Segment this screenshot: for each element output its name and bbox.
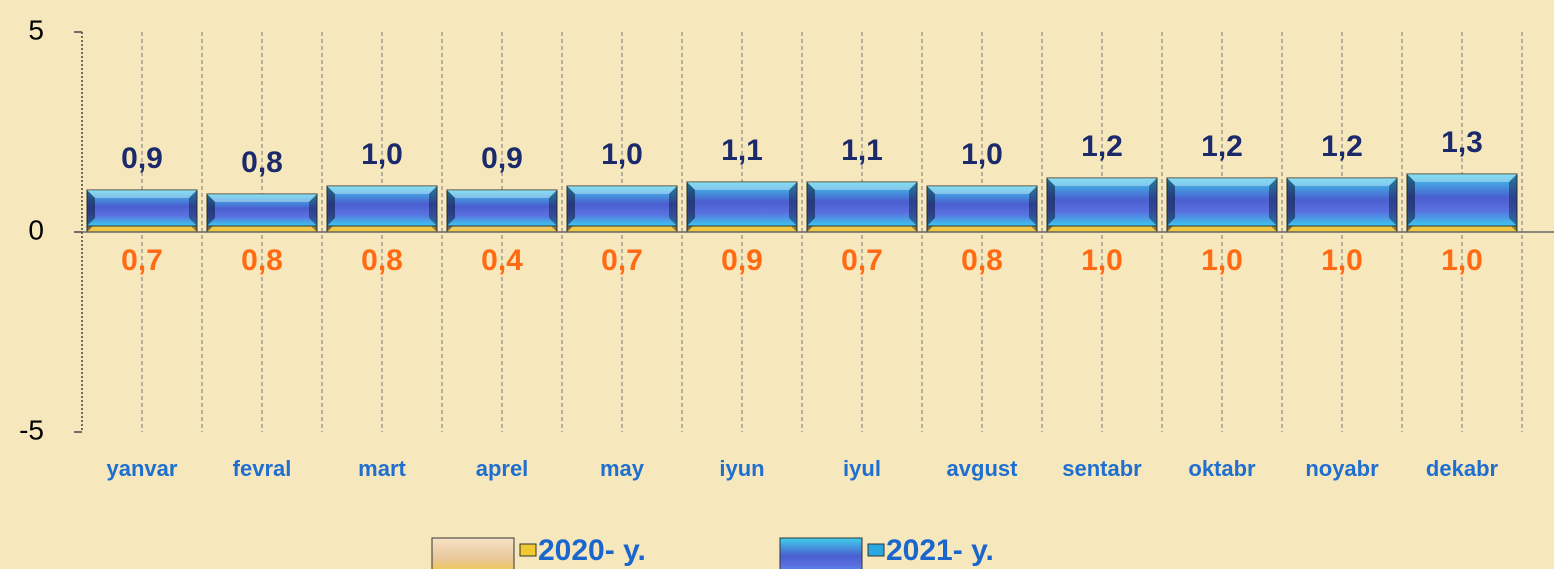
bar-bevel [567, 186, 677, 194]
bar [806, 181, 918, 227]
data-label: 1,0 [1441, 244, 1483, 277]
bar-bevel [1287, 178, 1295, 226]
bar-bevel [1149, 178, 1157, 226]
bar-bevel [669, 186, 677, 226]
data-label: 1,0 [1321, 244, 1363, 277]
data-label: 0,8 [961, 244, 1003, 277]
bar [326, 185, 438, 227]
bar-bevel [207, 194, 317, 202]
bar-bevel [207, 194, 215, 226]
data-label: 1,0 [1081, 244, 1123, 277]
bar-bevel [429, 186, 437, 226]
data-label: 1,0 [601, 138, 643, 171]
bar-bevel [1167, 178, 1175, 226]
x-tick-label: aprel [476, 456, 529, 481]
data-label: 0,7 [601, 244, 643, 277]
data-label: 1,0 [361, 138, 403, 171]
bar-bevel [87, 190, 197, 198]
bar-bevel [1029, 186, 1037, 226]
data-label: 1,0 [1201, 244, 1243, 277]
legend-label: 2021- y. [886, 534, 994, 567]
bar-bevel [567, 186, 575, 226]
x-tick-label: noyabr [1305, 456, 1379, 481]
x-tick-label: sentabr [1062, 456, 1142, 481]
bar-bevel [1389, 178, 1397, 226]
data-label: 1,0 [961, 138, 1003, 171]
bar-bevel [1509, 174, 1517, 226]
bar [446, 189, 558, 227]
x-tick-label: may [600, 456, 645, 481]
bar [686, 181, 798, 227]
bar-bevel [87, 190, 95, 226]
bar [1166, 177, 1278, 227]
bar-bevel [327, 186, 335, 226]
bar-bevel [549, 190, 557, 226]
bar-bevel [927, 186, 935, 226]
legend-marker [867, 543, 885, 557]
bar-bevel [1047, 178, 1157, 186]
data-label: 0,8 [241, 244, 283, 277]
bar [86, 189, 198, 227]
bar-bevel [1269, 178, 1277, 226]
bar-bevel [687, 182, 695, 226]
data-label: 1,3 [1441, 126, 1483, 159]
y-tick-label: -5 [19, 414, 44, 445]
bar [1286, 177, 1398, 227]
y-tick-label: 0 [28, 214, 44, 245]
bar-bevel [309, 194, 317, 226]
legend-marker [519, 543, 537, 557]
data-label: 1,1 [841, 134, 883, 167]
bar-bevel [1407, 174, 1415, 226]
x-tick-label: iyul [843, 456, 881, 481]
x-tick-label: mart [358, 456, 406, 481]
bar-bevel [1167, 178, 1277, 186]
data-label: 1,1 [721, 134, 763, 167]
bar-bevel [1287, 178, 1397, 186]
data-label: 0,8 [241, 146, 283, 179]
bar-bevel [327, 186, 437, 194]
legend-label: 2020- y. [538, 534, 646, 567]
bar-bevel [807, 182, 917, 190]
bar-bevel [1047, 178, 1055, 226]
data-label: 0,9 [121, 142, 163, 175]
bar [1406, 173, 1518, 227]
data-label: 1,2 [1321, 130, 1363, 163]
x-tick-label: fevral [233, 456, 292, 481]
bar-bevel [789, 182, 797, 226]
bar [566, 185, 678, 227]
x-tick-label: oktabr [1188, 456, 1256, 481]
bar-bevel [1407, 174, 1517, 182]
bar-bevel [687, 182, 797, 190]
legend-swatch [779, 537, 863, 569]
bar-bevel [909, 182, 917, 226]
bar-bevel [927, 186, 1037, 194]
bar-bevel [189, 190, 197, 226]
data-label: 0,7 [121, 244, 163, 277]
x-tick-label: dekabr [1426, 456, 1499, 481]
bar-bevel [807, 182, 815, 226]
data-label: 0,9 [721, 244, 763, 277]
bar-bevel [447, 190, 557, 198]
y-tick-label: 5 [28, 14, 44, 45]
data-label: 1,2 [1201, 130, 1243, 163]
data-label: 0,9 [481, 142, 523, 175]
x-tick-label: iyun [719, 456, 764, 481]
data-label: 1,2 [1081, 130, 1123, 163]
data-label: 0,4 [481, 244, 523, 277]
legend-swatch [431, 537, 515, 569]
x-tick-label: avgust [947, 456, 1019, 481]
data-label: 0,8 [361, 244, 403, 277]
data-label: 0,7 [841, 244, 883, 277]
bar-bevel [447, 190, 455, 226]
bar [1046, 177, 1158, 227]
x-tick-label: yanvar [107, 456, 178, 481]
